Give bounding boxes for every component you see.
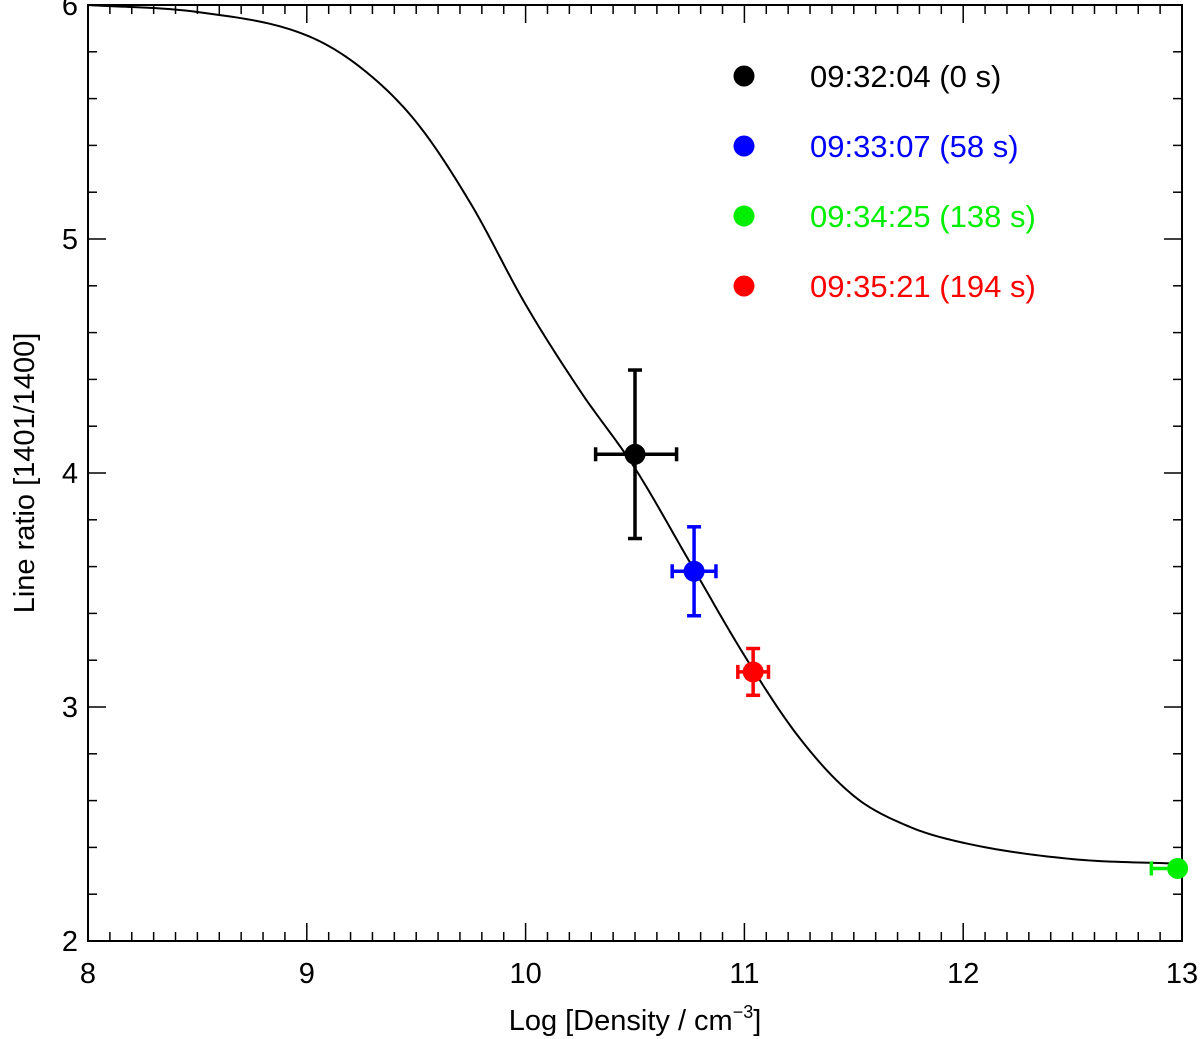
legend: 09:32:04 (0 s) 09:33:07 (58 s) 09:34:25 (1… <box>733 59 1036 304</box>
legend-marker <box>733 135 755 157</box>
x-axis-label: Log [Density / cm−3] <box>509 1002 762 1037</box>
y-tick-label: 5 <box>62 224 78 256</box>
y-tick-label: 3 <box>62 692 78 724</box>
x-tick-label: 11 <box>729 958 759 990</box>
data-points <box>593 368 1189 879</box>
legend-label: 09:32:04 (0 s) <box>810 59 1001 94</box>
data-point-2 <box>1149 857 1189 879</box>
data-point-1 <box>670 525 718 618</box>
x-tick-label: 12 <box>947 958 979 990</box>
y-axis-label: Line ratio [1401/1400] <box>9 333 41 614</box>
data-point-0 <box>593 368 679 541</box>
x-tick-label: 8 <box>80 958 96 990</box>
y-tick-label: 4 <box>62 458 78 490</box>
legend-marker <box>733 275 755 297</box>
legend-marker <box>733 205 755 227</box>
legend-label: 09:35:21 (194 s) <box>810 269 1036 304</box>
x-tick-label: 9 <box>299 958 315 990</box>
point-marker <box>1167 857 1189 879</box>
data-point-3 <box>736 646 771 698</box>
x-axis-label-superscript: −3 <box>733 1002 754 1022</box>
legend-label: 09:34:25 (138 s) <box>810 199 1036 234</box>
y-tick-label: 2 <box>62 926 78 958</box>
x-axis-label-end: ] <box>753 1005 761 1037</box>
x-tick-label: 10 <box>509 958 541 990</box>
y-tick-label: 6 <box>62 0 78 22</box>
x-tick-label: 13 <box>1166 958 1198 990</box>
tick-labels: 8 9 10 11 12 13 2 3 4 5 6 <box>62 0 1198 990</box>
point-marker <box>742 661 764 683</box>
point-marker <box>624 443 646 465</box>
legend-label: 09:33:07 (58 s) <box>810 129 1019 164</box>
point-marker <box>683 560 705 582</box>
legend-marker <box>733 65 755 87</box>
